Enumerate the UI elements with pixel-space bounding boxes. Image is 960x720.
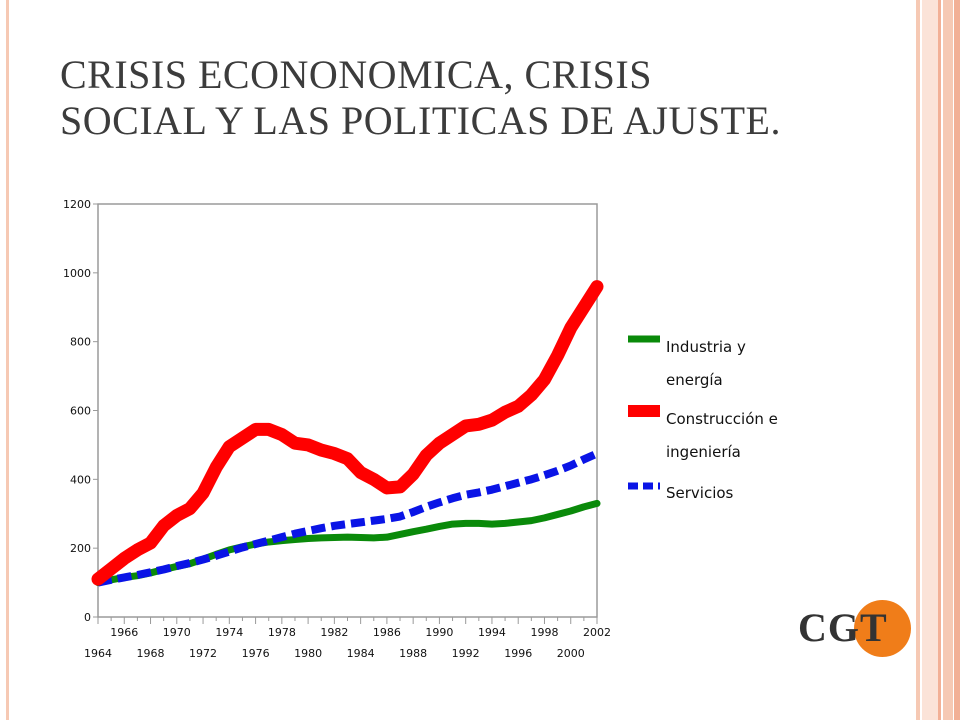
right-border-decoration (916, 0, 960, 720)
right-border-stripe-2 (922, 0, 938, 720)
x-tick-label-lower: 1972 (189, 647, 217, 660)
y-tick-label: 200 (70, 542, 91, 555)
slide-title-line-1: CRISIS ECONONOMICA, CRISIS (60, 52, 652, 97)
left-border-decoration (0, 0, 9, 720)
series-layer (91, 280, 604, 587)
x-tick-label-lower: 1988 (399, 647, 427, 660)
cgt-logo: CGT (798, 598, 918, 660)
right-border-stripe-5 (954, 0, 960, 720)
x-tick-label-upper: 1978 (268, 626, 296, 639)
x-tick-label-lower: 1976 (242, 647, 270, 660)
x-tick-label-lower: 1980 (294, 647, 322, 660)
x-tick-label-upper: 1966 (110, 626, 138, 639)
x-tick-label-upper: 1982 (320, 626, 348, 639)
x-tick-label-lower: 1968 (137, 647, 165, 660)
x-tick-label-upper: 1994 (478, 626, 506, 639)
x-tick-label-upper: 1990 (425, 626, 453, 639)
left-border-stripe (6, 0, 9, 720)
logo-text: CGT (798, 605, 888, 650)
y-axis: 0 200 400 600 800 1000 1200 (63, 198, 98, 624)
x-tick-label-upper: 1974 (215, 626, 243, 639)
x-tick-label-lower: 1984 (347, 647, 375, 660)
x-tick-label-upper: 1986 (373, 626, 401, 639)
x-tick-label-lower: 1996 (504, 647, 532, 660)
x-tick-label-lower: 2000 (557, 647, 585, 660)
slide-title: CRISIS ECONONOMICA, CRISIS SOCIAL Y LAS … (60, 52, 840, 144)
x-tick-label-lower: 1992 (452, 647, 480, 660)
x-tick-label-lower: 1964 (84, 647, 112, 660)
y-tick-label: 600 (70, 405, 91, 418)
legend-label-industria: Industria y energía (666, 338, 746, 389)
y-tick-label: 0 (84, 611, 91, 624)
slide-title-line-2: SOCIAL Y LAS POLITICAS DE AJUSTE. (60, 98, 781, 143)
x-axis: 1966 1970 1974 1978 1982 1986 1990 1994 1998 2002… (84, 617, 611, 660)
legend-label-construccion: Construcción e ingeniería (666, 410, 778, 461)
right-border-stripe-1 (916, 0, 920, 720)
right-border-stripe-3 (938, 0, 941, 720)
x-tick-label-upper: 1970 (163, 626, 191, 639)
y-tick-label: 1200 (63, 198, 91, 211)
legend: Industria y energía Construcción e ingenier… (628, 335, 778, 502)
series-line-servicios (97, 449, 599, 587)
x-tick-label-upper: 1998 (530, 626, 558, 639)
y-tick-label: 800 (70, 336, 91, 349)
legend-label-servicios: Servicios (666, 484, 734, 502)
series-line-construccion (91, 280, 604, 586)
y-tick-label: 400 (70, 473, 91, 486)
x-tick-label-upper: 2002 (583, 626, 611, 639)
right-border-stripe-4 (943, 0, 953, 720)
logo-orange-circle (854, 600, 911, 657)
y-tick-label: 1000 (63, 267, 91, 280)
